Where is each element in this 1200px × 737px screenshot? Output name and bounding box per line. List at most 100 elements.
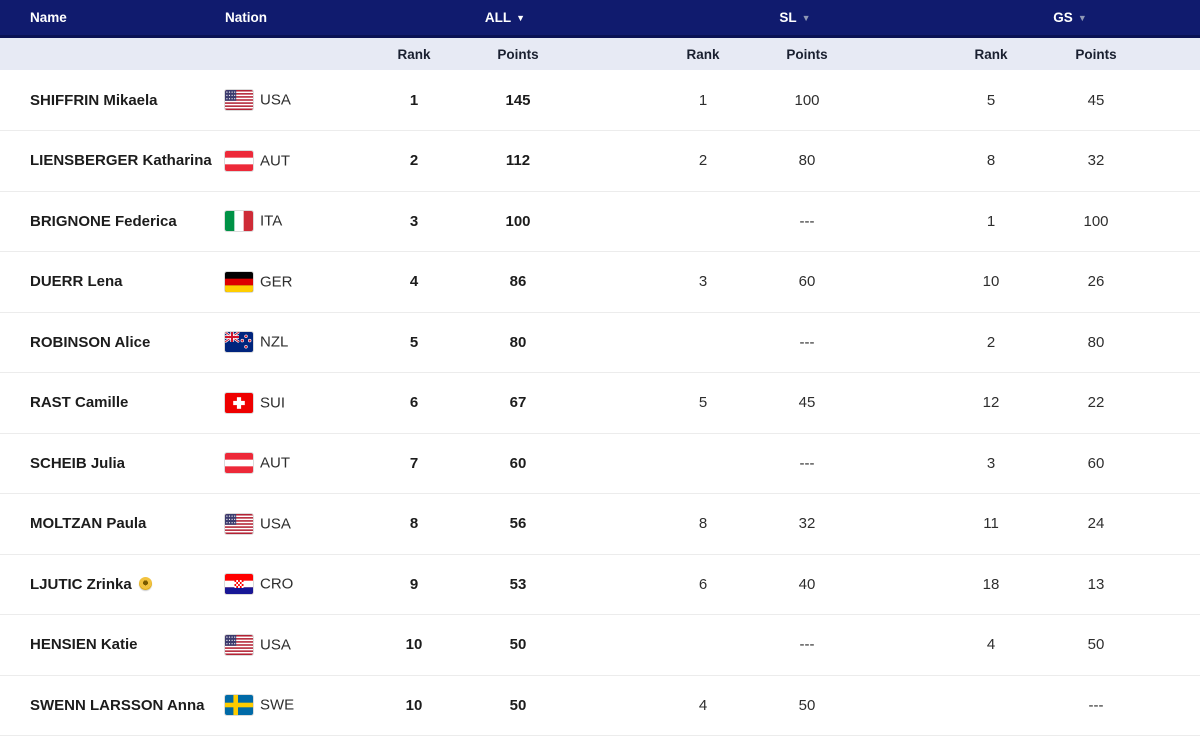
all-points-value: 60 xyxy=(468,433,568,494)
table-row: ROBINSON Alice NZL 5 80 --- 2 80 xyxy=(0,312,1200,373)
nation-flag-icon xyxy=(225,332,253,353)
gs-points-value: 26 xyxy=(1042,251,1151,313)
athlete-name[interactable]: SCHEIB Julia xyxy=(30,454,126,472)
table-row: SCHEIB Julia AUT 7 60 --- 3 60 xyxy=(0,433,1200,494)
table-row: LJUTIC Zrinka CRO 9 53 6 40 18 13 xyxy=(0,554,1200,615)
nation-code: AUT xyxy=(260,454,290,472)
nation-code: SUI xyxy=(260,394,286,412)
all-points-value: 67 xyxy=(468,372,568,434)
sl-rank-value xyxy=(650,433,756,494)
gs-points-value: 13 xyxy=(1042,554,1151,615)
table-subheader-row: Rank Points Rank Points Rank Points xyxy=(0,36,1200,70)
table-row: DUERR Lena GER 4 86 3 60 10 26 xyxy=(0,251,1200,313)
all-points-value: 53 xyxy=(468,554,568,615)
gs-rank-header: Rank xyxy=(940,36,1043,70)
athlete-name[interactable]: SWENN LARSSON Anna xyxy=(30,696,205,714)
sl-rank-value: 1 xyxy=(650,70,756,131)
gs-points-header: Points xyxy=(1042,36,1151,70)
gs-rank-value: 10 xyxy=(940,251,1043,313)
gs-points-value: 22 xyxy=(1042,372,1151,434)
table-row: LIENSBERGER Katharina AUT 2 112 2 80 8 3… xyxy=(0,130,1200,192)
sl-rank-value: 4 xyxy=(650,675,756,736)
nation-flag-icon xyxy=(225,150,253,171)
nation-flag-icon xyxy=(225,90,253,110)
gs-rank-value: 1 xyxy=(940,191,1043,252)
gs-points-value: 50 xyxy=(1042,614,1151,676)
all-rank-value: 1 xyxy=(360,70,468,131)
chevron-down-icon: ▼ xyxy=(1077,13,1087,23)
athlete-name[interactable]: ROBINSON Alice xyxy=(30,333,151,351)
athlete-name[interactable]: RAST Camille xyxy=(30,394,129,412)
all-points-value: 145 xyxy=(468,70,568,131)
nation-code: AUT xyxy=(260,152,290,170)
nation-flag-icon xyxy=(225,271,253,292)
table-row: HENSIEN Katie USA 10 50 --- 4 50 xyxy=(0,614,1200,676)
table-row: MOLTZAN Paula USA 8 56 8 32 11 24 xyxy=(0,493,1200,555)
all-rank-value: 7 xyxy=(360,433,468,494)
athlete-name[interactable]: SHIFFRIN Mikaela xyxy=(30,91,158,109)
nation-code: ITA xyxy=(260,212,283,230)
all-rank-value: 10 xyxy=(360,675,468,736)
gs-rank-value: 2 xyxy=(940,312,1043,373)
sl-rank-value: 3 xyxy=(650,251,756,313)
all-points-value: 86 xyxy=(468,251,568,313)
chevron-down-icon: ▼ xyxy=(516,13,526,23)
nation-flag-icon xyxy=(225,211,253,232)
athlete-name[interactable]: BRIGNONE Federica xyxy=(30,212,177,230)
all-points-value: 80 xyxy=(468,312,568,373)
sl-rank-value: 5 xyxy=(650,372,756,434)
gs-rank-value: 18 xyxy=(940,554,1043,615)
gs-rank-value: 12 xyxy=(940,372,1043,434)
sl-points-value: 100 xyxy=(756,70,858,131)
table-row: SWENN LARSSON Anna SWE 10 50 4 50 --- xyxy=(0,675,1200,736)
col-group-all-label: ALL xyxy=(484,10,512,25)
table-row: RAST Camille SUI 6 67 5 45 12 22 xyxy=(0,372,1200,434)
sl-rank-header: Rank xyxy=(650,36,756,70)
nation-flag-icon xyxy=(225,392,253,413)
leader-bib-icon xyxy=(138,576,152,590)
nation-code: USA xyxy=(260,515,291,533)
col-group-sl-label: SL xyxy=(779,10,797,25)
athlete-name[interactable]: LJUTIC Zrinka xyxy=(30,575,132,593)
all-rank-value: 10 xyxy=(360,614,468,676)
all-points-value: 56 xyxy=(468,493,568,555)
all-rank-header: Rank xyxy=(360,36,468,70)
gs-points-value: 24 xyxy=(1042,493,1151,555)
athlete-name[interactable]: HENSIEN Katie xyxy=(30,636,138,654)
athlete-name[interactable]: LIENSBERGER Katharina xyxy=(30,152,212,170)
table-header-row: Name Nation ALL ▼ SL ▼ GS ▼ xyxy=(0,0,1200,38)
sl-rank-value: 2 xyxy=(650,130,756,192)
sl-points-value: --- xyxy=(756,614,858,676)
col-group-gs-dropdown[interactable]: GS ▼ xyxy=(940,0,1200,38)
sl-points-value: 40 xyxy=(756,554,858,615)
all-rank-value: 9 xyxy=(360,554,468,615)
sl-points-value: 50 xyxy=(756,675,858,736)
nation-code: CRO xyxy=(260,575,294,593)
nation-flag-icon xyxy=(225,513,253,534)
gs-rank-value: 5 xyxy=(940,70,1043,131)
all-points-header: Points xyxy=(468,36,568,70)
col-group-sl-dropdown[interactable]: SL ▼ xyxy=(650,0,941,38)
gs-points-value: 32 xyxy=(1042,130,1151,192)
gs-points-value: --- xyxy=(1042,675,1151,736)
gs-rank-value: 8 xyxy=(940,130,1043,192)
sl-points-value: --- xyxy=(756,191,858,252)
all-rank-value: 6 xyxy=(360,372,468,434)
gs-rank-value: 11 xyxy=(940,493,1043,555)
all-rank-value: 3 xyxy=(360,191,468,252)
athlete-name[interactable]: MOLTZAN Paula xyxy=(30,515,147,533)
table-row: BRIGNONE Federica ITA 3 100 --- 1 100 xyxy=(0,191,1200,252)
col-group-all-dropdown[interactable]: ALL ▼ xyxy=(360,0,650,38)
all-rank-value: 5 xyxy=(360,312,468,373)
nation-flag-icon xyxy=(225,634,253,655)
sl-points-value: 80 xyxy=(756,130,858,192)
gs-rank-value xyxy=(940,675,1043,736)
col-header-nation: Nation xyxy=(225,0,360,38)
athlete-name[interactable]: DUERR Lena xyxy=(30,273,123,291)
sl-points-header: Points xyxy=(756,36,858,70)
nation-flag-icon xyxy=(225,695,253,716)
gs-points-value: 45 xyxy=(1042,70,1151,131)
sl-points-value: 32 xyxy=(756,493,858,555)
gs-rank-value: 4 xyxy=(940,614,1043,676)
